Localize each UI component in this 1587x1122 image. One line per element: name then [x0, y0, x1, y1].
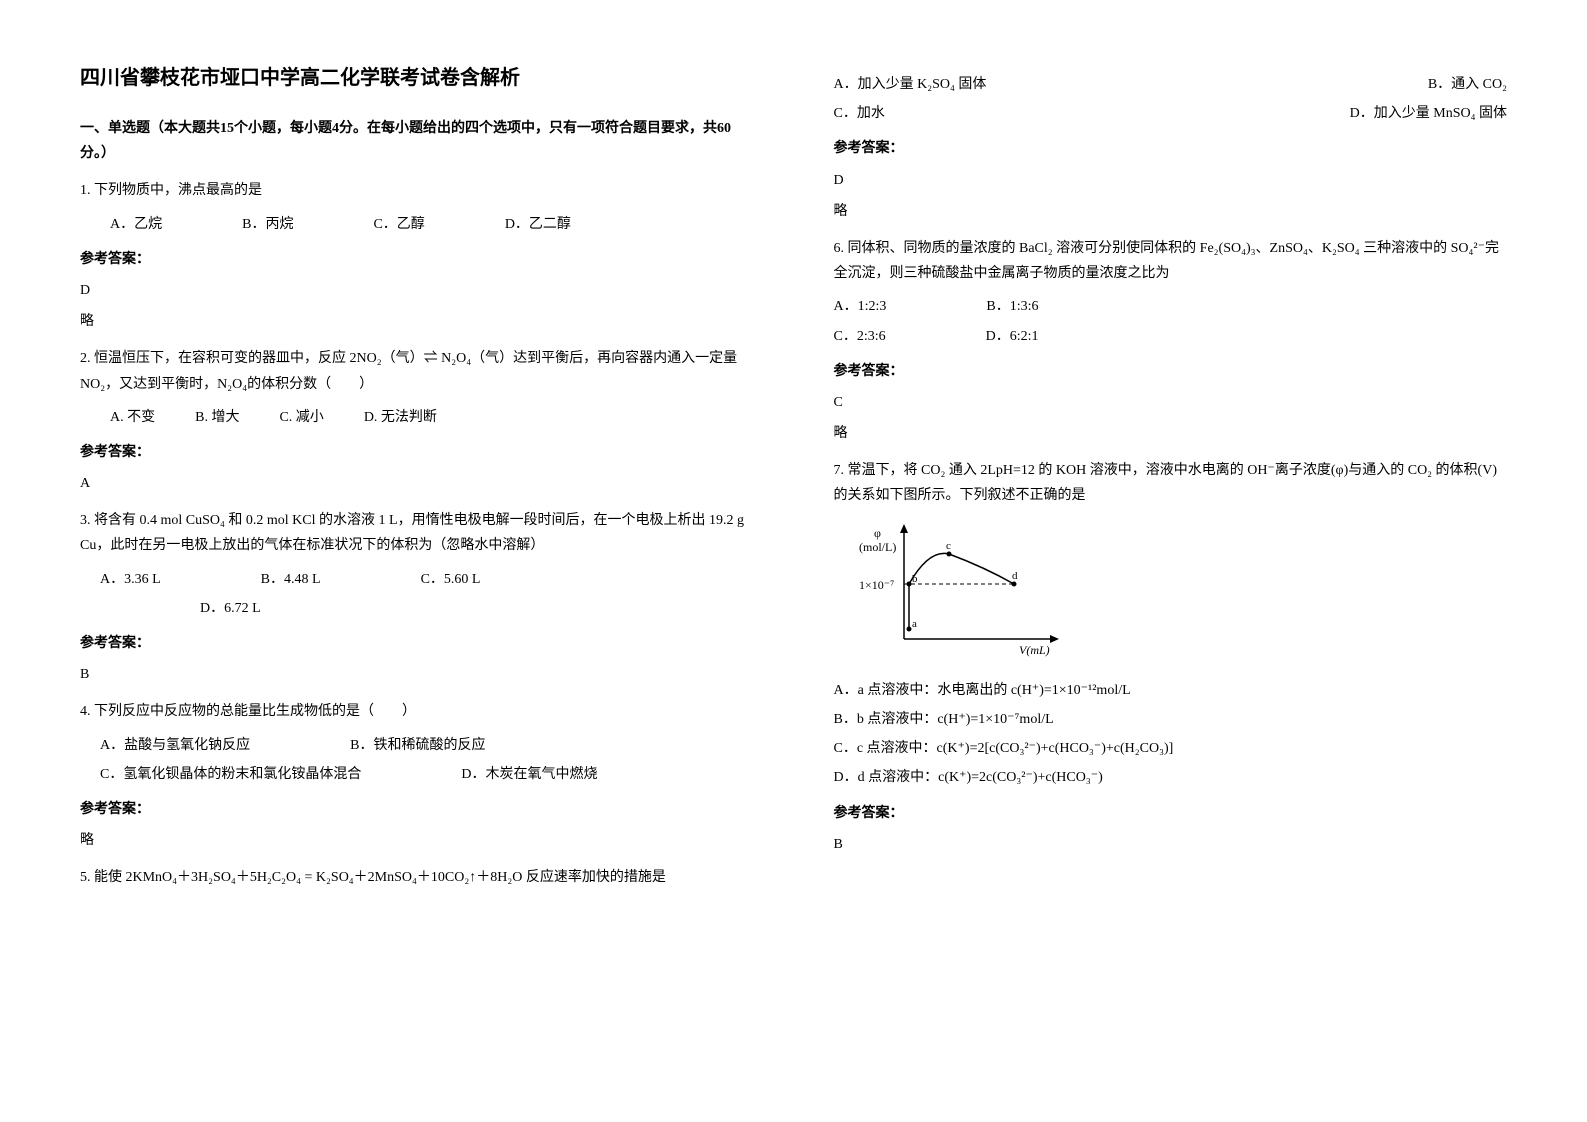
q5-optC: C．加水 [834, 101, 885, 126]
q5-optD: D．加入少量 MnSO₄ 固体 [1350, 101, 1507, 126]
question-2: 2. 恒温恒压下，在容积可变的器皿中，反应 2NO₂（气）⇌ N₂O₄（气）达到… [80, 346, 754, 496]
q3-answer-label: 参考答案： [80, 631, 754, 656]
q6-optA: A．1:2:3 [834, 294, 887, 319]
q7-answer: B [834, 832, 1508, 857]
q7-optC: C．c 点溶液中：c(K⁺)=2[c(CO₃²⁻)+c(HCO₃⁻)+c(H₂C… [834, 736, 1508, 761]
q6-answer: C [834, 390, 1508, 415]
question-1: 1. 下列物质中，沸点最高的是 A．乙烷 B．丙烷 C．乙醇 D．乙二醇 参考答… [80, 178, 754, 334]
q3-optD: D．6.72 L [200, 601, 261, 616]
q7-answer-label: 参考答案： [834, 801, 1508, 826]
graph-ytick: 1×10⁻⁷ [859, 578, 894, 592]
q4-answer-label: 参考答案： [80, 797, 754, 822]
graph-svg: φ (mol/L) V(mL) 1×10⁻⁷ a b c [854, 519, 1074, 659]
q4-optD: D．木炭在氧气中燃烧 [461, 762, 597, 787]
q5-answer-label: 参考答案： [834, 136, 1508, 161]
q2-options: A. 不变 B. 增大 C. 减小 D. 无法判断 [110, 405, 754, 430]
q3-answer: B [80, 662, 754, 687]
q2-answer-label: 参考答案： [80, 440, 754, 465]
question-3: 3. 将含有 0.4 mol CuSO₄ 和 0.2 mol KCl 的水溶液 … [80, 508, 754, 687]
q1-optA: A．乙烷 [110, 212, 162, 237]
q3-options: A．3.36 L B．4.48 L C．5.60 L D．6.72 L [80, 567, 754, 621]
question-7: 7. 常温下，将 CO₂ 通入 2LpH=12 的 KOH 溶液中，溶液中水电离… [834, 458, 1508, 857]
q6-text: 6. 同体积、同物质的量浓度的 BaCl₂ 溶液可分别使同体积的 Fe₂(SO₄… [834, 236, 1508, 286]
q7-text: 7. 常温下，将 CO₂ 通入 2LpH=12 的 KOH 溶液中，溶液中水电离… [834, 458, 1508, 508]
q2-optC: C. 减小 [279, 405, 323, 430]
q5-answer: D [834, 168, 1508, 193]
q3-text: 3. 将含有 0.4 mol CuSO₄ 和 0.2 mol KCl 的水溶液 … [80, 508, 754, 558]
question-6: 6. 同体积、同物质的量浓度的 BaCl₂ 溶液可分别使同体积的 Fe₂(SO₄… [834, 236, 1508, 446]
q4-answer: 略 [80, 828, 754, 853]
page-container: 四川省攀枝花市垭口中学高二化学联考试卷含解析 一、单选题（本大题共15个小题，每… [80, 60, 1507, 903]
q4-text: 4. 下列反应中反应物的总能量比生成物低的是（ ） [80, 699, 754, 724]
q1-answer: D [80, 278, 754, 303]
q7-graph: φ (mol/L) V(mL) 1×10⁻⁷ a b c [854, 519, 1508, 668]
q2-optD: D. 无法判断 [364, 405, 437, 430]
graph-point-b: b [912, 573, 918, 585]
q3-optB: B．4.48 L [261, 567, 321, 592]
q1-options: A．乙烷 B．丙烷 C．乙醇 D．乙二醇 [110, 212, 754, 237]
q3-optA: A．3.36 L [100, 567, 161, 592]
q5-note: 略 [834, 199, 1508, 224]
q1-optD: D．乙二醇 [505, 212, 571, 237]
q4-optC: C．氢氧化钡晶体的粉末和氯化铵晶体混合 [100, 762, 361, 787]
q7-optA: A．a 点溶液中：水电离出的 c(H⁺)=1×10⁻¹²mol/L [834, 678, 1508, 703]
q5-optA: A．加入少量 K₂SO₄ 固体 [834, 72, 987, 97]
q7-options: A．a 点溶液中：水电离出的 c(H⁺)=1×10⁻¹²mol/L B．b 点溶… [834, 678, 1508, 791]
q2-answer: A [80, 471, 754, 496]
q1-optC: C．乙醇 [373, 212, 424, 237]
right-column: A．加入少量 K₂SO₄ 固体 B．通入 CO₂ C．加水 D．加入少量 MnS… [834, 60, 1508, 903]
q1-text: 1. 下列物质中，沸点最高的是 [80, 178, 754, 203]
graph-point-a: a [912, 618, 917, 630]
q1-answer-label: 参考答案： [80, 247, 754, 272]
page-title: 四川省攀枝花市垭口中学高二化学联考试卷含解析 [80, 60, 754, 96]
q3-optC: C．5.60 L [421, 567, 481, 592]
q4-optA: A．盐酸与氢氧化钠反应 [100, 733, 250, 758]
q7-optD: D．d 点溶液中：c(K⁺)=2c(CO₃²⁻)+c(HCO₃⁻) [834, 765, 1508, 790]
q4-optB: B．铁和稀硫酸的反应 [350, 733, 485, 758]
q6-options: A．1:2:3 B．1:3:6 C．2:3:6 D．6:2:1 [834, 294, 1508, 348]
question-4: 4. 下列反应中反应物的总能量比生成物低的是（ ） A．盐酸与氢氧化钠反应 B．… [80, 699, 754, 853]
question-5-options: A．加入少量 K₂SO₄ 固体 B．通入 CO₂ C．加水 D．加入少量 MnS… [834, 72, 1508, 224]
graph-ylabel-phi: φ [874, 526, 881, 540]
q6-optD: D．6:2:1 [986, 324, 1039, 349]
q1-note: 略 [80, 309, 754, 334]
q6-optB: B．1:3:6 [986, 294, 1038, 319]
question-5: 5. 能使 2KMnO₄＋3H₂SO₄＋5H₂C₂O₄ = K₂SO₄＋2MnS… [80, 865, 754, 890]
q4-options: A．盐酸与氢氧化钠反应 B．铁和稀硫酸的反应 C．氢氧化钡晶体的粉末和氯化铵晶体… [100, 733, 754, 787]
q2-optA: A. 不变 [110, 405, 155, 430]
q5-text: 5. 能使 2KMnO₄＋3H₂SO₄＋5H₂C₂O₄ = K₂SO₄＋2MnS… [80, 865, 754, 890]
q5-optB: B．通入 CO₂ [1428, 72, 1507, 97]
graph-ylabel-unit: (mol/L) [859, 540, 896, 554]
graph-point-c: c [946, 540, 951, 552]
graph-xlabel: V(mL) [1019, 643, 1050, 657]
q1-optB: B．丙烷 [242, 212, 293, 237]
left-column: 四川省攀枝花市垭口中学高二化学联考试卷含解析 一、单选题（本大题共15个小题，每… [80, 60, 754, 903]
q7-optB: B．b 点溶液中：c(H⁺)=1×10⁻⁷mol/L [834, 707, 1508, 732]
q6-optC: C．2:3:6 [834, 324, 886, 349]
q6-answer-label: 参考答案： [834, 359, 1508, 384]
q6-note: 略 [834, 421, 1508, 446]
q2-optB: B. 增大 [195, 405, 239, 430]
section-header: 一、单选题（本大题共15个小题，每小题4分。在每小题给出的四个选项中，只有一项符… [80, 116, 754, 166]
graph-point-d: d [1012, 570, 1018, 582]
q2-text: 2. 恒温恒压下，在容积可变的器皿中，反应 2NO₂（气）⇌ N₂O₄（气）达到… [80, 346, 754, 396]
